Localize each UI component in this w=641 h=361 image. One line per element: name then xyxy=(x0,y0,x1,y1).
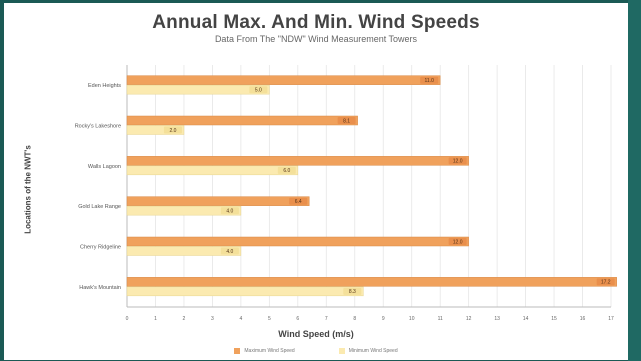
legend-label-min: Minimum Wind Speed xyxy=(348,348,398,354)
data-label-min-4: 2.0 xyxy=(169,128,176,134)
data-label-box-max-4 xyxy=(337,117,356,125)
x-tick-label-15: 15 xyxy=(551,316,557,322)
x-tick-label-11: 11 xyxy=(438,316,443,322)
data-label-box-max-0 xyxy=(596,278,615,286)
data-label-max-4: 8.1 xyxy=(343,118,350,124)
bar-max-4 xyxy=(126,115,358,126)
x-tick-label-0: 0 xyxy=(126,316,129,322)
bar-min-2 xyxy=(126,205,242,216)
data-label-max-5: 11.0 xyxy=(424,78,434,84)
legend-swatch-max xyxy=(234,348,241,354)
category-label-2: Gold Lake Range xyxy=(78,204,121,210)
x-tick-label-17: 17 xyxy=(608,316,614,322)
bar-min-4 xyxy=(126,125,185,135)
legend: Maximum Wind Speed Minimum Wind Speed xyxy=(4,348,628,354)
data-label-max-2: 6.4 xyxy=(295,199,302,205)
x-tick-label-2: 2 xyxy=(183,316,186,322)
x-tick-label-16: 16 xyxy=(580,316,586,322)
data-label-box-min-4 xyxy=(163,126,182,134)
x-tick-label-5: 5 xyxy=(268,316,271,322)
data-label-max-3: 12.0 xyxy=(453,159,463,165)
data-label-box-max-5 xyxy=(420,76,439,84)
x-tick-label-8: 8 xyxy=(353,316,356,322)
legend-item-max: Maximum Wind Speed xyxy=(234,348,295,354)
x-tick-label-14: 14 xyxy=(523,316,529,322)
category-label-1: Cherry Ridgeline xyxy=(80,245,121,251)
data-label-box-max-2 xyxy=(289,197,308,205)
bar-max-5 xyxy=(126,75,441,85)
data-label-box-min-2 xyxy=(220,207,239,215)
x-axis-label: Wind Speed (m/s) xyxy=(278,329,354,339)
category-label-4: Rocky's Lakeshore xyxy=(75,124,121,130)
x-tick-label-4: 4 xyxy=(239,316,242,322)
data-label-box-min-1 xyxy=(220,247,239,255)
bar-min-0 xyxy=(126,286,364,297)
data-label-min-0: 8.3 xyxy=(349,289,356,295)
bar-max-3 xyxy=(126,156,469,166)
legend-label-max: Maximum Wind Speed xyxy=(244,348,295,354)
data-label-max-1: 12.0 xyxy=(453,239,463,245)
data-label-max-0: 17.2 xyxy=(601,280,611,286)
data-label-box-min-3 xyxy=(277,166,296,174)
bar-max-2 xyxy=(126,196,310,206)
background-edge xyxy=(628,0,641,361)
x-tick-label-3: 3 xyxy=(211,316,214,322)
bar-min-3 xyxy=(126,165,299,176)
x-tick-label-13: 13 xyxy=(494,316,500,322)
bar-min-1 xyxy=(126,246,242,256)
bar-max-0 xyxy=(126,277,617,287)
chart-subtitle: Data From The "NDW" Wind Measurement Tow… xyxy=(214,34,418,44)
x-tick-label-1: 1 xyxy=(154,316,157,322)
slide: Annual Max. And Min. Wind Speeds Data Fr… xyxy=(4,3,628,360)
legend-item-min: Minimum Wind Speed xyxy=(338,348,398,354)
legend-swatch-min xyxy=(338,348,345,354)
x-tick-label-12: 12 xyxy=(466,316,472,322)
bar-min-5 xyxy=(126,84,270,95)
x-tick-label-10: 10 xyxy=(409,316,415,322)
category-label-0: Hawk's Mountain xyxy=(79,285,121,291)
data-label-min-1: 4.0 xyxy=(226,249,233,255)
data-label-box-max-1 xyxy=(448,238,467,246)
x-tick-label-9: 9 xyxy=(382,316,385,322)
x-tick-label-7: 7 xyxy=(325,316,328,322)
bar-max-1 xyxy=(126,236,469,247)
data-label-min-5: 5.0 xyxy=(255,87,262,93)
data-label-box-min-0 xyxy=(343,287,362,295)
category-label-5: Eden Heights xyxy=(88,83,121,89)
category-label-3: Walls Lagoon xyxy=(88,164,121,170)
data-label-min-2: 4.0 xyxy=(226,208,233,214)
data-label-min-3: 6.0 xyxy=(283,168,290,174)
x-tick-label-6: 6 xyxy=(296,316,299,322)
chart-title: Annual Max. And Min. Wind Speeds xyxy=(152,12,480,33)
data-label-box-max-3 xyxy=(448,157,467,165)
data-label-box-min-5 xyxy=(249,86,268,94)
